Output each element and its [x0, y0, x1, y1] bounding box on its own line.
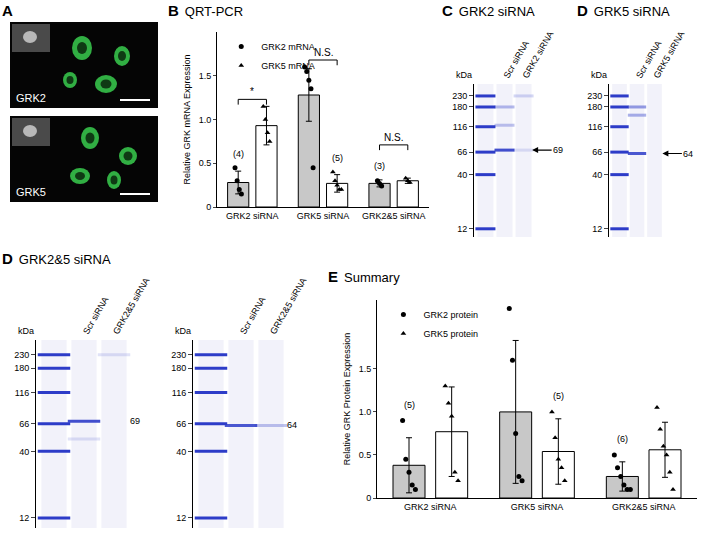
- svg-text:40: 40: [457, 170, 467, 180]
- svg-text:kDa: kDa: [18, 326, 34, 336]
- svg-text:12: 12: [457, 224, 467, 234]
- svg-text:180: 180: [587, 102, 602, 112]
- svg-text:116: 116: [453, 122, 467, 132]
- svg-text:GRK2 mRNA: GRK2 mRNA: [261, 42, 315, 52]
- svg-text:64: 64: [287, 420, 297, 430]
- svg-text:GRK5 mRNA: GRK5 mRNA: [261, 61, 315, 71]
- svg-text:66: 66: [176, 419, 186, 429]
- svg-text:GRK2 protein: GRK2 protein: [423, 310, 478, 320]
- svg-text:12: 12: [19, 513, 29, 523]
- svg-text:GRK2 siRNA: GRK2 siRNA: [521, 29, 556, 79]
- svg-text:GRK5 siRNA: GRK5 siRNA: [651, 29, 686, 79]
- svg-text:GRK5 protein: GRK5 protein: [423, 329, 478, 339]
- svg-text:40: 40: [19, 447, 29, 457]
- svg-text:Relative GRK Protein Expressio: Relative GRK Protein Expression: [342, 333, 352, 466]
- svg-text:(3): (3): [374, 161, 385, 171]
- svg-text:40: 40: [592, 170, 602, 180]
- svg-text:(6): (6): [617, 434, 628, 444]
- svg-text:230: 230: [171, 350, 186, 360]
- svg-text:0: 0: [366, 493, 371, 503]
- svg-text:(5): (5): [332, 153, 343, 163]
- svg-text:(4): (4): [233, 149, 244, 159]
- svg-text:kDa: kDa: [591, 70, 607, 80]
- svg-text:1.5: 1.5: [359, 364, 372, 374]
- svg-text:GRK5 siRNA: GRK5 siRNA: [297, 211, 350, 221]
- svg-text:12: 12: [176, 513, 186, 523]
- svg-text:0.5: 0.5: [359, 450, 372, 460]
- html-text:A: A: [2, 2, 13, 19]
- svg-text:Scr siRNA: Scr siRNA: [634, 39, 663, 80]
- svg-text:66: 66: [19, 419, 29, 429]
- svg-text:*: *: [250, 86, 254, 97]
- svg-text:230: 230: [14, 350, 29, 360]
- html-text:D GRK5 siRNA: D GRK5 siRNA: [577, 2, 670, 19]
- svg-text:GRK2 siRNA: GRK2 siRNA: [404, 502, 457, 512]
- svg-text:180: 180: [171, 363, 186, 373]
- svg-text:GRK5: GRK5: [16, 186, 46, 198]
- svg-text:69: 69: [553, 145, 563, 155]
- svg-text:GRK2 siRNA: GRK2 siRNA: [226, 211, 279, 221]
- svg-text:kDa: kDa: [456, 70, 472, 80]
- html-text:C GRK2 siRNA: C GRK2 siRNA: [442, 2, 535, 19]
- svg-text:1.0: 1.0: [199, 115, 212, 125]
- svg-text:116: 116: [15, 388, 29, 398]
- html-text:D GRK2&5 siRNA: D GRK2&5 siRNA: [2, 250, 111, 267]
- svg-text:Scr siRNA: Scr siRNA: [238, 295, 267, 336]
- svg-text:0: 0: [206, 202, 211, 212]
- svg-text:GRK5 siRNA: GRK5 siRNA: [511, 502, 564, 512]
- svg-text:Scr siRNA: Scr siRNA: [501, 39, 530, 80]
- svg-text:N.S.: N.S.: [384, 132, 403, 143]
- svg-text:230: 230: [452, 91, 467, 101]
- svg-text:180: 180: [14, 363, 29, 373]
- svg-text:GRK2&5 siRNA: GRK2&5 siRNA: [362, 211, 426, 221]
- svg-text:GRK2&5 siRNA: GRK2&5 siRNA: [268, 276, 308, 336]
- svg-text:69: 69: [130, 416, 140, 426]
- svg-text:N.S.: N.S.: [314, 47, 333, 58]
- svg-text:12: 12: [592, 224, 602, 234]
- svg-text:230: 230: [587, 91, 602, 101]
- html-text:B QRT-PCR: B QRT-PCR: [168, 2, 244, 19]
- html-text:E: E: [328, 268, 338, 285]
- svg-text:180: 180: [452, 102, 467, 112]
- svg-text:Scr siRNA: Scr siRNA: [81, 295, 110, 336]
- svg-text:GRK2&5 siRNA: GRK2&5 siRNA: [111, 276, 151, 336]
- svg-text:64: 64: [683, 149, 693, 159]
- svg-text:116: 116: [588, 122, 602, 132]
- svg-text:kDa: kDa: [175, 326, 191, 336]
- svg-text:GRK2&5 siRNA: GRK2&5 siRNA: [612, 502, 676, 512]
- svg-text:1.0: 1.0: [359, 407, 372, 417]
- svg-text:GRK2: GRK2: [16, 92, 46, 104]
- svg-text:1.5: 1.5: [199, 71, 212, 81]
- svg-text:Relative GRK mRNA Expression: Relative GRK mRNA Expression: [182, 54, 192, 184]
- svg-text:(5): (5): [553, 391, 564, 401]
- svg-text:(5): (5): [404, 400, 415, 410]
- svg-text:66: 66: [457, 147, 467, 157]
- svg-text:40: 40: [176, 447, 186, 457]
- svg-text:66: 66: [592, 147, 602, 157]
- svg-text:116: 116: [172, 388, 186, 398]
- svg-text:0.5: 0.5: [199, 158, 212, 168]
- html-text:Summary: Summary: [344, 270, 400, 285]
